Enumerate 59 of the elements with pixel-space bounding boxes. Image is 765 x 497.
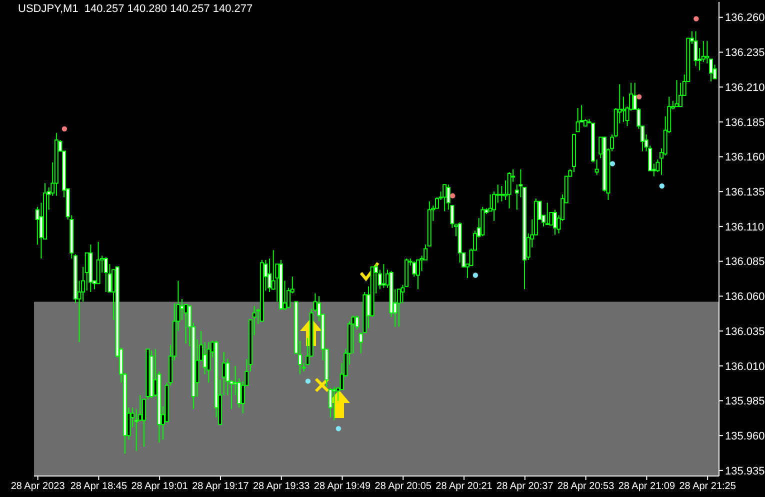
candlestick: [180, 298, 184, 320]
x-tick-label: 28 Apr 20:05: [374, 481, 432, 492]
candlestick: [206, 342, 211, 384]
candlestick: [142, 398, 146, 448]
y-tick-label: 136.085: [725, 256, 765, 268]
candlestick: [202, 342, 207, 375]
point: [659, 183, 665, 189]
candlestick: [545, 202, 550, 226]
x-tick-label: 28 Apr 20:21: [436, 481, 493, 492]
candlestick: [442, 184, 447, 212]
candlestick: [328, 388, 332, 418]
candlestick: [507, 172, 512, 209]
chart-title: USDJPY,M1 140.257 140.280 140.257 140.277: [18, 3, 253, 15]
x-tick-label: 28 Apr 18:45: [70, 481, 128, 492]
point: [694, 16, 699, 22]
y-tick-label: 136.060: [725, 291, 765, 304]
point: [305, 378, 311, 384]
candlestick: [621, 96, 626, 122]
candlestick: [674, 80, 679, 108]
candlestick: [552, 209, 557, 236]
candlestick: [576, 107, 580, 132]
x-tick-label: 28 Apr 20:53: [557, 481, 615, 492]
y-tick-label: 136.110: [725, 221, 764, 234]
y-tick-label: 136.235: [725, 47, 765, 60]
candlestick: [500, 186, 504, 202]
candlestick: [104, 256, 108, 292]
y-tick-label: 136.185: [725, 116, 765, 129]
candlestick: [134, 408, 138, 452]
point: [450, 193, 456, 198]
y-tick-label: 135.960: [725, 430, 765, 442]
x-tick-label: 28 Apr 19:33: [253, 481, 310, 492]
y-tick-label: 136.010: [725, 360, 765, 373]
y-tick-label: 136.135: [725, 186, 765, 199]
point: [336, 426, 342, 432]
candlestick: [96, 241, 100, 284]
y-tick-label: 136.210: [725, 82, 765, 94]
x-tick-label: 28 Apr 20:37: [496, 481, 554, 492]
x-tick-label: 28 Apr 19:49: [314, 481, 372, 492]
point: [62, 126, 68, 132]
y-tick-label: 136.260: [725, 12, 765, 24]
candlestick: [412, 260, 416, 278]
y-tick-label: 135.935: [725, 465, 765, 478]
point: [636, 94, 642, 100]
x-tick-label: 28 Apr 19:01: [131, 481, 188, 492]
candlestick: [678, 82, 683, 108]
candlestick: [382, 264, 386, 288]
point: [472, 272, 478, 278]
candlestick: [416, 259, 420, 290]
x-tick-label: 28 Apr 2023: [10, 481, 66, 492]
y-tick-label: 136.035: [725, 326, 765, 338]
x-tick-label: 28 Apr 19:17: [192, 481, 250, 492]
point: [610, 161, 616, 166]
y-tick-label: 135.985: [725, 396, 765, 408]
x-tick-label: 28 Apr 21:09: [618, 481, 676, 492]
y-tick-label: 136.160: [725, 152, 765, 164]
x-tick-label: 28 Apr 21:25: [679, 481, 736, 492]
candlestick: [694, 30, 698, 67]
candlestick: [332, 386, 336, 421]
candlestick: [396, 288, 401, 328]
